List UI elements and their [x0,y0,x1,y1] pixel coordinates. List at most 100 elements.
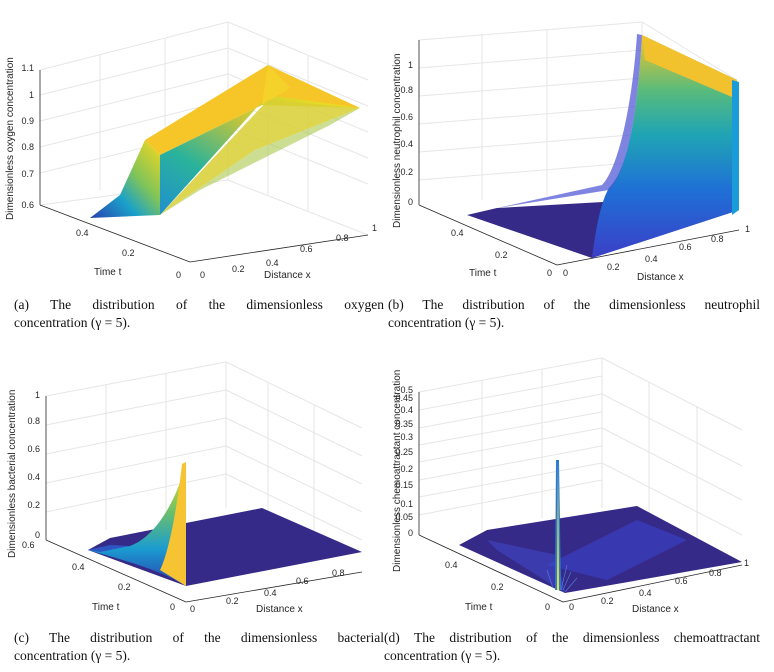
y-axis-label: Time t [465,602,493,613]
z-tick: 1 [35,390,40,400]
z-tick: 0 [408,528,413,538]
y-tick: 0.4 [76,228,89,238]
z-axis-ticks: 0 0.05 0.1 0.15 0.2 0.25 0.3 0.35 0.4 0.… [395,385,413,538]
chemoattractant-surface-plot: 0 0.05 0.1 0.15 0.2 0.25 0.3 0.35 0.4 0.… [392,357,749,615]
z-axis-label: Dimensionless oxygen concentration [5,57,16,220]
z-tick: 0.25 [395,447,413,457]
x-tick: 0.8 [336,233,349,243]
y-tick: 0.6 [22,540,35,550]
x-tick: 0.4 [639,588,652,598]
oxygen-surface [90,65,360,218]
x-tick: 1 [372,223,377,233]
z-axis-label: Dimensionless bacterial concentration [7,390,18,558]
x-tick: 0.2 [226,596,239,606]
x-tick: 0.6 [300,244,313,254]
neutrophil-surface-plot: 0 0.2 0.4 0.6 0.8 1 0 0.2 0.4 0.6 0.8 1 … [392,21,750,283]
caption-d-line2: concentration (γ = 5). [384,648,501,663]
z-tick: 0.8 [400,85,413,95]
x-axis-label: Distance x [637,272,684,283]
z-tick: 0.35 [395,419,413,429]
caption-a-line1: (a) The distribution of the dimensionles… [14,297,384,312]
x-tick: 0.4 [266,258,279,268]
y-tick: 0.2 [122,248,135,258]
caption-d-line1: (d) The distribution of the dimensionles… [384,630,760,645]
panel-c: 0 0.2 0.4 0.6 0.8 1 0 0.2 0.4 0.6 0.8 0 … [0,340,387,625]
x-tick: 0.6 [296,576,309,586]
z-tick: 0.45 [395,393,413,403]
panel-a: 0.6 0.7 0.8 0.9 1 1.1 0 0.2 0.4 0.6 0.8 … [0,0,387,292]
chemoattractant-surface [459,460,742,593]
caption-a: (a) The distribution of the dimensionles… [14,296,384,332]
z-tick: 0.4 [400,139,413,149]
z-tick: 0 [35,530,40,540]
x-tick: 0.2 [607,262,620,272]
z-tick: 0.2 [27,500,40,510]
y-axis-ticks: 0 0.2 0.4 0.6 [22,540,175,612]
x-tick: 0 [563,268,568,278]
y-axis-ticks: 0 0.2 0.4 [76,228,181,280]
z-tick: 0.6 [21,200,34,210]
z-tick: 0.4 [27,472,40,482]
z-tick: 0.1 [400,499,413,509]
z-tick: 1 [408,60,413,70]
bacterial-surface [88,462,362,586]
x-tick: 0.6 [679,242,692,252]
z-tick: 0.7 [21,169,34,179]
panel-b: 0 0.2 0.4 0.6 0.8 1 0 0.2 0.4 0.6 0.8 1 … [387,0,774,292]
x-tick: 0.8 [332,568,345,578]
neutrophil-surface [467,34,739,258]
caption-b-line2: concentration (γ = 5). [388,315,505,330]
x-axis-label: Distance x [632,604,679,615]
z-tick: 0.3 [400,432,413,442]
y-tick: 0 [176,270,181,280]
z-axis-label: Dimensionless neutrophil concentration [392,53,403,228]
z-tick: 0.8 [27,416,40,426]
y-axis-ticks: 0 0.2 0.4 [451,228,552,278]
x-axis-ticks: 0 0.2 0.4 0.6 0.8 1 [200,223,377,280]
y-tick: 0.4 [445,560,458,570]
x-axis-ticks: 0 0.2 0.4 0.6 0.8 [190,568,345,614]
z-tick: 0.5 [400,385,413,395]
y-tick: 0 [545,602,550,612]
x-tick: 1 [745,224,750,234]
z-tick: 1.1 [21,63,34,73]
z-tick: 0.4 [400,405,413,415]
x-tick: 0 [190,604,195,614]
y-tick: 0.2 [118,582,131,592]
y-tick: 0.2 [491,582,504,592]
x-tick: 0.4 [645,254,658,264]
x-axis-label: Distance x [256,604,303,615]
axes-box [418,40,740,266]
x-tick: 0.2 [601,596,614,606]
caption-b-line1: (b) The distribution of the dimensionles… [388,297,760,312]
x-tick: 0.8 [711,234,724,244]
z-tick: 0.9 [21,116,34,126]
z-tick: 0 [408,197,413,207]
z-axis-ticks: 0.6 0.7 0.8 0.9 1 1.1 [21,63,34,210]
y-axis-ticks: 0 0.2 0.4 [445,560,550,612]
x-tick: 0 [200,270,205,280]
x-axis-ticks: 0 0.2 0.4 0.6 0.8 1 [569,558,749,612]
z-tick: 0.15 [395,480,413,490]
oxygen-surface-plot: 0.6 0.7 0.8 0.9 1 1.1 0 0.2 0.4 0.6 0.8 … [5,21,377,281]
caption-c-line1: (c) The distribution of the dimensionles… [14,630,384,645]
axes-box [45,396,363,603]
caption-b: (b) The distribution of the dimensionles… [388,296,760,332]
x-axis-ticks: 0 0.2 0.4 0.6 0.8 1 [563,224,750,278]
y-axis-label: Time t [94,267,122,278]
y-tick: 0 [170,602,175,612]
y-tick: 0 [547,268,552,278]
x-tick: 0.6 [675,576,688,586]
panel-d: 0 0.05 0.1 0.15 0.2 0.25 0.3 0.35 0.4 0.… [387,340,774,625]
caption-a-line2: concentration (γ = 5). [14,315,131,330]
y-tick: 0.2 [495,250,508,260]
y-axis-label: Time t [469,268,497,279]
grid-lines [45,361,363,550]
x-tick: 1 [744,558,749,568]
caption-c: (c) The distribution of the dimensionles… [14,629,384,665]
z-axis-ticks: 0 0.2 0.4 0.6 0.8 1 [400,60,413,207]
axes-box [39,70,369,263]
caption-d: (d) The distribution of the dimensionles… [384,629,760,665]
z-axis-label: Dimensionless chemoattractant concentrat… [392,370,403,572]
z-tick: 0.2 [400,464,413,474]
